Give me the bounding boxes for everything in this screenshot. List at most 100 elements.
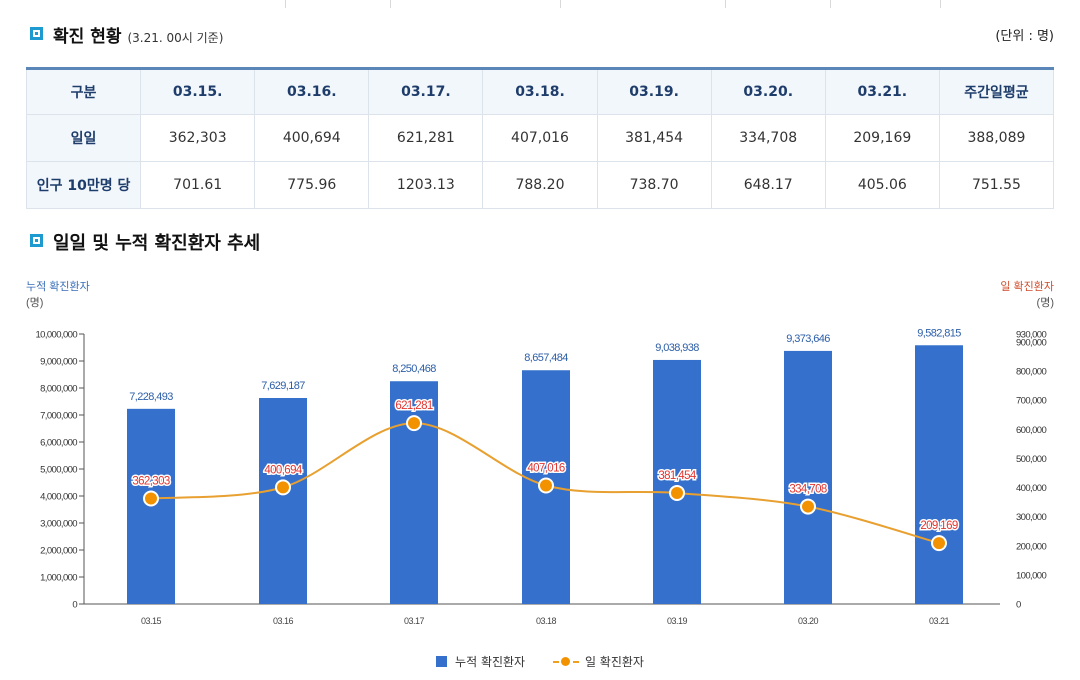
legend-label: 일 확진환자 (584, 655, 644, 669)
left-tick-label: 6,000,000 (40, 438, 77, 449)
bar (259, 398, 307, 604)
right-tick-label: 100,000 (1016, 570, 1046, 581)
table-header-cell: 03.16. (254, 68, 370, 115)
x-tick-label: 03.21 (929, 616, 950, 626)
bar (390, 381, 438, 604)
left-tick-label: 8,000,000 (40, 384, 77, 395)
left-axis-unit: (명) (26, 296, 43, 309)
line-value-label: 362,303 (132, 476, 170, 488)
table-cell: 701.61 (140, 161, 256, 209)
right-tick-label: 700,000 (1016, 396, 1046, 407)
x-tick-label: 03.15 (141, 616, 162, 626)
table-cell: 388,089 (938, 114, 1055, 162)
row-label: 일일 (25, 114, 142, 162)
legend-bar-swatch (436, 656, 448, 667)
table-cell: 381,454 (596, 114, 712, 162)
bar (653, 359, 701, 604)
x-tick-label: 03.19 (667, 616, 688, 626)
section-square-icon (30, 234, 43, 247)
top-divider (0, 0, 1080, 8)
right-tick-label: 400,000 (1016, 483, 1046, 494)
line-point (143, 490, 159, 507)
line-point (406, 415, 422, 432)
legend-item-daily[interactable]: 일 확진환자 (552, 653, 644, 670)
legend-line-swatch (552, 656, 579, 667)
left-tick-label: 3,000,000 (40, 519, 77, 530)
table-header-cell: 03.19. (596, 68, 712, 115)
table-header-cell: 구분 (25, 68, 142, 115)
line-point (275, 479, 291, 496)
line-value-label: 334,708 (789, 484, 827, 496)
right-tick-label: 0 (1016, 600, 1021, 611)
table-cell: 648.17 (710, 161, 826, 209)
bar-value-label: 8,657,484 (524, 352, 568, 364)
unit-label: (단위 : 명) (995, 29, 1054, 44)
table-cell: 788.20 (482, 161, 598, 209)
line-point (538, 477, 554, 494)
right-axis-unit: (명) (1037, 296, 1054, 309)
table-cell: 1203.13 (368, 161, 484, 209)
table-cell: 209,169 (824, 114, 940, 162)
line-value-label: 407,016 (527, 463, 565, 475)
row-label: 인구 10만명 당 (25, 161, 142, 209)
table-header-cell: 03.20. (710, 68, 826, 115)
legend-item-cumulative[interactable]: 누적 확진환자 (436, 653, 525, 670)
section-title-confirmed: 확진 현황 (3.21. 00시 기준) (53, 22, 223, 47)
right-tick-label: 200,000 (1016, 541, 1046, 552)
table-cell: 334,708 (710, 114, 826, 162)
section-subtitle: (3.21. 00시 기준) (127, 31, 224, 45)
left-tick-label: 7,000,000 (40, 411, 77, 422)
table-cell: 738.70 (596, 161, 712, 209)
bar-value-label: 9,373,646 (786, 333, 830, 345)
table-row-daily: 일일 362,303 400,694 621,281 407,016 381,4… (25, 114, 1055, 162)
table-cell: 775.96 (254, 161, 370, 209)
left-tick-label: 2,000,000 (40, 546, 77, 557)
left-tick-label: 1,000,000 (40, 573, 77, 584)
right-tick-label: 500,000 (1016, 454, 1046, 465)
x-tick-label: 03.18 (536, 616, 557, 626)
line-value-label: 621,281 (395, 400, 433, 412)
daily-cases-table: 구분 03.15. 03.16. 03.17. 03.18. 03.19. 03… (25, 67, 1055, 209)
right-tick-label: 930,000 (1016, 330, 1046, 341)
section-square-icon (30, 27, 43, 40)
line-point (669, 484, 685, 501)
left-axis-title: 누적 확진환자 (26, 280, 90, 293)
table-cell: 405.06 (824, 161, 940, 209)
left-tick-label: 4,000,000 (40, 492, 77, 503)
line-point (931, 535, 947, 552)
bar-value-label: 8,250,468 (392, 363, 436, 375)
bar (915, 345, 963, 604)
table-header-cell: 03.17. (368, 68, 484, 115)
table-row-per-100k: 인구 10만명 당 701.61 775.96 1203.13 788.20 7… (25, 161, 1055, 209)
right-tick-label: 600,000 (1016, 425, 1046, 436)
right-tick-label: 900,000 (1016, 338, 1046, 349)
line-value-label: 381,454 (658, 470, 697, 482)
bar-value-label: 7,629,187 (261, 380, 305, 392)
x-tick-label: 03.17 (404, 616, 425, 626)
line-point (800, 498, 816, 515)
x-tick-label: 03.16 (273, 616, 294, 626)
table-header-cell: 03.21. (824, 68, 940, 115)
right-tick-label: 800,000 (1016, 367, 1046, 378)
line-value-label: 209,169 (920, 520, 958, 532)
chart-legend: 누적 확진환자 일 확진환자 (0, 653, 1080, 670)
table-header-cell: 주간일평균 (938, 68, 1055, 115)
right-axis-title: 일 확진환자 (1000, 279, 1054, 293)
table-cell: 362,303 (140, 114, 256, 162)
left-tick-label: 9,000,000 (40, 357, 77, 368)
table-cell: 621,281 (368, 114, 484, 162)
x-tick-label: 03.20 (798, 616, 819, 626)
section-title-text: 확진 현황 (53, 27, 122, 47)
trend-chart: 누적 확진환자 (명) 일 확진환자 (명) 0 1,000,000 2,000,000 3,… (26, 279, 1054, 626)
left-tick-label: 0 (72, 600, 77, 611)
table-cell: 751.55 (938, 161, 1055, 209)
table-header-cell: 03.15. (140, 68, 256, 115)
line-value-label: 400,694 (264, 464, 303, 476)
right-tick-label: 300,000 (1016, 512, 1046, 523)
table-header-cell: 03.18. (482, 68, 598, 115)
bar-value-label: 9,582,815 (917, 327, 961, 339)
legend-label: 누적 확진환자 (455, 655, 526, 669)
table-cell: 407,016 (482, 114, 598, 162)
left-tick-label: 5,000,000 (40, 465, 77, 476)
section-title-trend: 일일 및 누적 확진환자 추세 (53, 233, 261, 254)
